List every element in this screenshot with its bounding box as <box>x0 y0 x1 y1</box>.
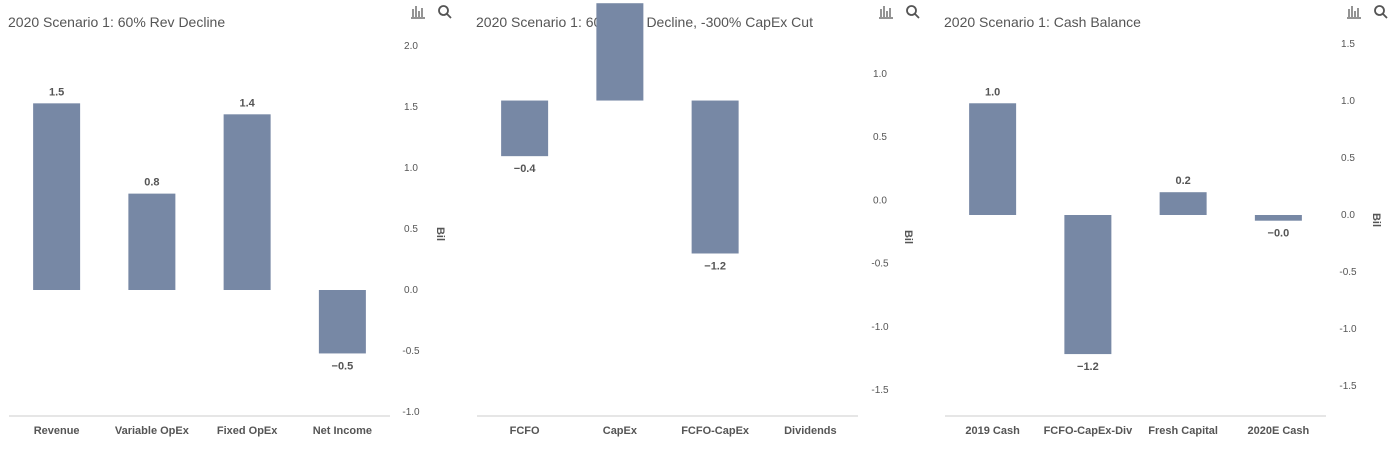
bar-2019-cash[interactable] <box>969 103 1017 215</box>
chart-title: 2020 Scenario 1: 60% Rev Decline, -300% … <box>476 14 813 30</box>
y-tick-label: -1.5 <box>871 385 889 396</box>
x-tick-label: 2020E Cash <box>1247 425 1309 437</box>
y-tick-label: 0.5 <box>1341 153 1355 164</box>
bar-fresh-capital[interactable] <box>1159 192 1207 215</box>
y-tick-label: 0.5 <box>404 224 418 235</box>
bar-2020e-cash[interactable] <box>1254 215 1302 221</box>
data-label: −0.0 <box>1268 228 1290 240</box>
x-tick-label: FCFO-CapEx <box>681 425 750 437</box>
y-tick-label: 0.5 <box>873 132 887 143</box>
search-icon[interactable] <box>904 3 922 21</box>
x-tick-label: Fixed OpEx <box>217 425 278 437</box>
bar-capex[interactable] <box>596 3 644 101</box>
search-icon[interactable] <box>436 3 454 21</box>
bar-fcfo-capex[interactable] <box>691 100 739 254</box>
chart-plot: 1.5 1.0 0.5 0.0 -0.5 -1.0 -1.5 Bil 1.0 2019 Cash −… <box>945 39 1382 437</box>
bar-revenue[interactable] <box>33 103 81 290</box>
data-label: −1.2 <box>1077 361 1099 373</box>
data-label: −0.4 <box>514 163 537 175</box>
data-label: −1.2 <box>704 260 726 272</box>
x-tick-label: FCFO-CapEx-Div <box>1044 425 1134 437</box>
y-tick-label: 1.5 <box>1341 39 1355 50</box>
chart-panel-capex-cut: 2020 Scenario 1: 60% Rev Decline, -300% … <box>468 0 936 454</box>
data-label: −0.5 <box>332 360 354 372</box>
y-tick-label: -0.5 <box>1339 267 1357 278</box>
y-tick-label: 1.0 <box>1341 96 1355 107</box>
chart-title: 2020 Scenario 1: Cash Balance <box>944 14 1141 30</box>
y-axis-label: Bil <box>434 227 446 241</box>
bar-chart-icon[interactable] <box>409 3 427 21</box>
y-tick-label: -0.5 <box>871 259 889 270</box>
chart-panel-cash-balance: 2020 Scenario 1: Cash Balance 1.5 1.0 0.5 0… <box>936 0 1397 454</box>
y-tick-label: 1.0 <box>404 163 418 174</box>
chart-panel-rev-decline: 2020 Scenario 1: 60% Rev Decline 2.0 1.5 1… <box>0 0 468 454</box>
y-tick-label: 2.0 <box>404 41 418 52</box>
y-tick-label: 1.5 <box>404 102 418 113</box>
x-tick-label: Net Income <box>313 425 372 437</box>
bar-fixed-opex[interactable] <box>223 114 271 290</box>
search-icon[interactable] <box>1372 3 1390 21</box>
y-tick-label: 1.0 <box>873 69 887 80</box>
bar-fcfo-capex-div[interactable] <box>1064 215 1112 355</box>
y-tick-label: -1.0 <box>402 407 420 418</box>
data-label: 0.2 <box>1175 175 1190 187</box>
bar-chart-icon[interactable] <box>1345 3 1363 21</box>
bar-variable-opex[interactable] <box>128 193 176 290</box>
y-tick-label: 0.0 <box>1341 210 1355 221</box>
x-tick-label: Fresh Capital <box>1148 425 1218 437</box>
data-label: 1.0 <box>985 86 1000 98</box>
y-axis-label: Bil <box>902 230 914 244</box>
y-tick-label: -1.0 <box>871 322 889 333</box>
x-tick-label: FCFO <box>510 425 540 437</box>
y-tick-label: -1.5 <box>1339 381 1357 392</box>
data-label: 1.5 <box>49 86 64 98</box>
bar-chart-icon[interactable] <box>877 3 895 21</box>
x-tick-label: Dividends <box>784 425 837 437</box>
x-tick-label: CapEx <box>603 425 638 437</box>
x-tick-label: 2019 Cash <box>965 425 1020 437</box>
bar-fcfo[interactable] <box>501 100 549 157</box>
y-tick-label: -1.0 <box>1339 324 1357 335</box>
y-tick-label: 0.0 <box>404 285 418 296</box>
y-tick-label: 0.0 <box>873 195 887 206</box>
y-axis-label: Bil <box>1370 213 1382 227</box>
chart-plot: 1.00.50.0-0.5-1.0-1.5Bil−0.4FCFO0.8CapEx… <box>477 3 914 437</box>
x-tick-label: Variable OpEx <box>115 425 190 437</box>
data-label: 1.4 <box>239 97 255 109</box>
data-label: 0.8 <box>144 177 159 189</box>
chart-title: 2020 Scenario 1: 60% Rev Decline <box>8 14 226 30</box>
y-tick-label: -0.5 <box>402 346 420 357</box>
bar-net-income[interactable] <box>318 290 366 354</box>
x-tick-label: Revenue <box>34 425 80 437</box>
chart-plot: 2.0 1.5 1.0 0.5 0.0 -0.5 -1.0 Bil 1.5 Revenue 0.8 V… <box>9 41 446 437</box>
